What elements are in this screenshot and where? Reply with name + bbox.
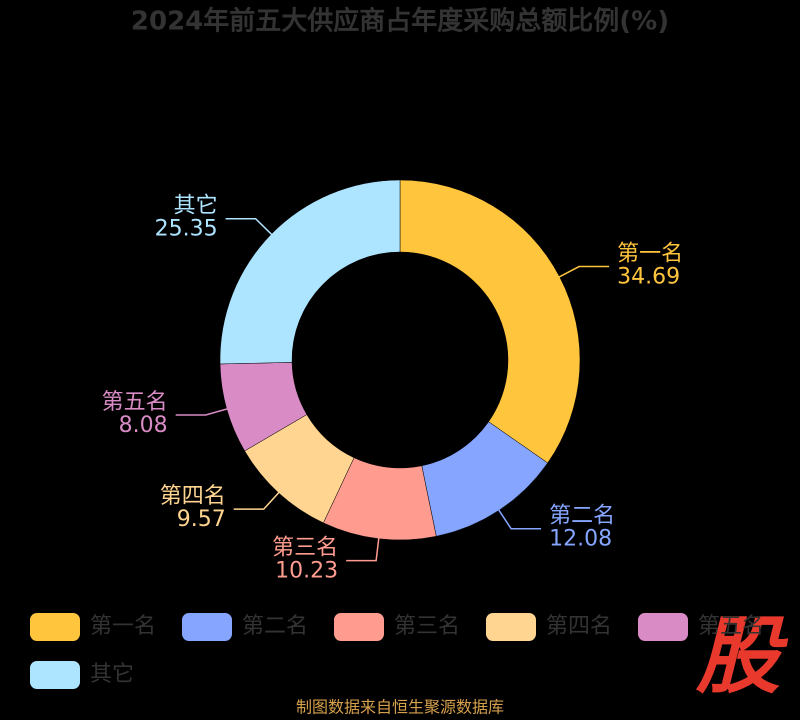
legend-swatch[interactable] (30, 613, 80, 641)
chart-title: 2024年前五大供应商占年度采购总额比例(%) (131, 6, 669, 37)
watermark: 股 (695, 607, 789, 705)
data-label-name: 第一名 (617, 242, 683, 267)
data-label: 8.08 (119, 413, 168, 438)
legend-label[interactable]: 第四名 (546, 614, 612, 639)
data-label-name: 第三名 (272, 536, 338, 561)
donut-slice (219, 179, 401, 365)
legend-swatch[interactable] (638, 613, 688, 641)
leader-line (497, 508, 542, 530)
data-label: 34.69 (617, 265, 680, 290)
data-label: 12.08 (549, 527, 612, 552)
data-label-name: 第四名 (160, 484, 226, 509)
leader-line (233, 490, 281, 510)
legend-swatch[interactable] (182, 613, 232, 641)
data-label-name: 其它 (174, 194, 218, 219)
data-label: 10.23 (275, 559, 338, 584)
data-label-name: 第二名 (549, 504, 615, 529)
data-label-name: 第五名 (102, 390, 168, 415)
legend-swatch[interactable] (334, 613, 384, 641)
legend-swatch[interactable] (486, 613, 536, 641)
source-note: 制图数据来自恒生聚源数据库 (296, 698, 504, 717)
legend-label[interactable]: 第二名 (242, 614, 308, 639)
legend-swatch[interactable] (30, 661, 80, 689)
legend-label[interactable]: 其它 (90, 662, 134, 687)
leader-line (225, 217, 274, 237)
legend-label[interactable]: 第五名 (698, 614, 764, 639)
donut-slice (399, 179, 581, 464)
leader-line (557, 265, 610, 279)
data-label: 9.57 (177, 507, 226, 532)
data-label: 25.35 (155, 217, 218, 242)
legend-label[interactable]: 第三名 (394, 614, 460, 639)
leader-line (346, 536, 380, 562)
leader-line (175, 407, 229, 416)
legend-label[interactable]: 第一名 (90, 614, 156, 639)
